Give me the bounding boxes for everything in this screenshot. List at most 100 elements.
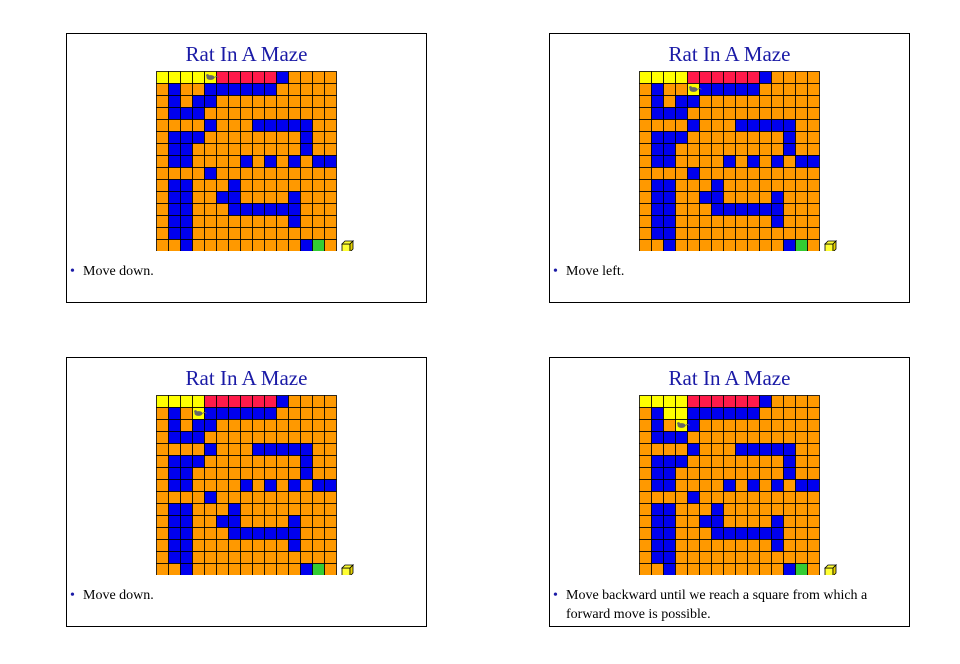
maze-cell-open	[324, 227, 337, 240]
maze-cell-open	[156, 143, 169, 156]
maze-cell-open	[240, 503, 253, 516]
maze-cell-wall	[711, 515, 724, 528]
maze-cell-open	[192, 191, 205, 204]
maze-cell-wall	[192, 131, 205, 144]
maze-cell-wall	[651, 143, 664, 156]
maze-cell-open	[807, 143, 820, 156]
bullet-item: • Move down.	[70, 262, 422, 281]
maze-cell-open	[771, 491, 784, 504]
maze-cell-blocked	[723, 71, 736, 84]
maze-cell-open	[687, 143, 700, 156]
maze-cell-open	[324, 503, 337, 516]
maze-cell-open	[759, 215, 772, 228]
maze-cell-wall	[771, 203, 784, 216]
maze-cell-wall	[699, 407, 712, 420]
maze-cell-open	[639, 467, 652, 480]
maze-cell-open	[312, 491, 325, 504]
maze-cell-open	[156, 179, 169, 192]
maze-cell-open	[312, 539, 325, 552]
maze-cell-blocked	[747, 71, 760, 84]
maze-cell-open	[264, 239, 277, 251]
maze-cell-open	[759, 107, 772, 120]
maze-cell-open	[192, 551, 205, 564]
maze-cell-wall	[288, 539, 301, 552]
maze-cell-open	[675, 167, 688, 180]
maze-cell-wall	[651, 515, 664, 528]
maze-cell-open	[699, 503, 712, 516]
maze-cell-open	[204, 431, 217, 444]
maze-cell-open	[723, 539, 736, 552]
maze-cell-wall	[168, 155, 181, 168]
maze-cell-open	[156, 227, 169, 240]
maze-cell-open	[156, 131, 169, 144]
maze-cell-open	[252, 515, 265, 528]
maze-cell-open	[735, 551, 748, 564]
maze-cell-open	[156, 431, 169, 444]
maze-cell-wall	[807, 155, 820, 168]
maze-cell-open	[240, 191, 253, 204]
maze-cell-wall	[747, 407, 760, 420]
maze-cell-open	[228, 467, 241, 480]
maze-cell-wall	[240, 407, 253, 420]
maze-cell-open	[711, 491, 724, 504]
maze-cell-open	[687, 155, 700, 168]
maze-cell-blocked	[264, 71, 277, 84]
maze-cell-open	[324, 95, 337, 108]
bullet-dot-icon: •	[70, 588, 75, 603]
maze-cell-wall	[663, 503, 676, 516]
maze-cell-wall	[783, 467, 796, 480]
maze-cell-wall	[180, 107, 193, 120]
maze-cell-wall	[711, 527, 724, 540]
maze-cell-open	[783, 419, 796, 432]
maze-cell-open	[192, 143, 205, 156]
maze-cell-open	[639, 83, 652, 96]
maze-cell-open	[168, 563, 181, 575]
maze-cell-open	[216, 131, 229, 144]
maze-cell-open	[795, 71, 808, 84]
maze-cell-open	[216, 227, 229, 240]
maze-cell-open	[699, 467, 712, 480]
maze-cell-open	[711, 479, 724, 492]
maze-cell-open	[735, 479, 748, 492]
maze-cell-wall	[651, 131, 664, 144]
maze-cell-open	[783, 95, 796, 108]
maze-cell-wall	[663, 155, 676, 168]
maze-cell-open	[675, 443, 688, 456]
maze-cell-wall	[687, 95, 700, 108]
maze-cell-open	[747, 503, 760, 516]
maze-cell-open	[252, 503, 265, 516]
maze-cell-open	[747, 167, 760, 180]
maze-cell-wall	[288, 527, 301, 540]
maze-cell-open	[240, 551, 253, 564]
maze-cell-wall	[180, 227, 193, 240]
slide-title: Rat In A Maze	[185, 42, 308, 66]
maze-cell-open	[783, 107, 796, 120]
maze-cell-open	[204, 191, 217, 204]
maze-cell-open	[312, 395, 325, 408]
maze-cell-wall	[300, 443, 313, 456]
maze-cell-wall	[264, 203, 277, 216]
maze-cell-open	[711, 167, 724, 180]
maze-cell-open	[228, 215, 241, 228]
maze-cell-open	[288, 407, 301, 420]
maze-cell-open	[288, 395, 301, 408]
maze-cell-open	[216, 455, 229, 468]
maze-cell-wall	[675, 431, 688, 444]
maze-cell-open	[156, 491, 169, 504]
maze-cell-wall	[651, 551, 664, 564]
maze-cell-wall	[168, 539, 181, 552]
maze-cell-open	[156, 107, 169, 120]
maze-cell-open	[228, 539, 241, 552]
maze-cell-open	[300, 203, 313, 216]
maze-cell-open	[156, 455, 169, 468]
maze-cell-trail	[675, 71, 688, 84]
maze-cell-open	[711, 131, 724, 144]
maze-cell-open	[639, 563, 652, 575]
maze-cell-open	[264, 179, 277, 192]
maze-cell-open	[687, 563, 700, 575]
maze-cell-open	[759, 167, 772, 180]
maze-cell-blocked	[747, 395, 760, 408]
maze-cell-wall	[747, 155, 760, 168]
maze-cell-wall	[723, 479, 736, 492]
maze-cell-open	[312, 107, 325, 120]
